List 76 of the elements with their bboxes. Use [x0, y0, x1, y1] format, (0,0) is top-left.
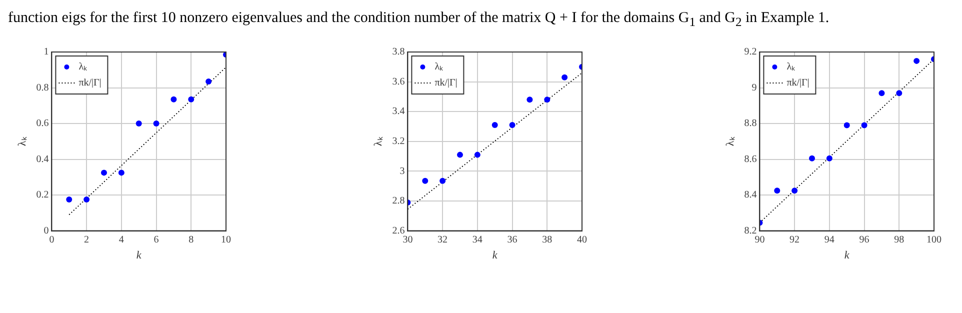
legend-label: λₖ — [78, 62, 88, 73]
y-tick-label: 0.8 — [36, 82, 49, 94]
point — [66, 196, 72, 203]
y-tick-label: 8.4 — [744, 190, 757, 201]
point — [474, 152, 480, 158]
text: function eigs for the first 10 nonzero eigenvalues and the condition number of the matrix Q + I for the domains G$_{1}$ and G$_{2}$ in Example 1. — [8, 9, 830, 31]
point — [774, 188, 780, 194]
y-tick-label: 3 — [400, 166, 405, 177]
y-axis-title: λₖ — [724, 136, 736, 146]
x-axis-title: k — [492, 249, 498, 262]
x-tick-label: 92 — [790, 234, 800, 246]
point — [153, 120, 160, 127]
point — [206, 78, 212, 84]
x-tick-label: 90 — [754, 234, 765, 246]
y-axis-title: λₖ — [16, 136, 28, 146]
x-tick-label: 36 — [507, 234, 518, 246]
point — [896, 90, 902, 96]
y-tick-label: 3.6 — [392, 76, 405, 88]
point — [878, 90, 885, 96]
x-axis-title: k — [844, 249, 850, 262]
y-tick-label: 0.6 — [36, 118, 49, 130]
x-tick-label: 6 — [154, 234, 159, 246]
point — [136, 120, 142, 127]
x-tick-label: 2 — [84, 234, 90, 246]
y-axis-title: λₖ — [372, 136, 384, 146]
x-tick-label: 94 — [824, 234, 834, 246]
x-tick-label: 100 — [926, 234, 942, 246]
point — [844, 122, 850, 128]
point — [914, 58, 920, 64]
point — [84, 196, 90, 203]
y-tick-label: 3.4 — [392, 106, 405, 118]
y-tick-label: 2.8 — [392, 196, 405, 207]
point — [492, 122, 498, 128]
y-tick-label: 2.6 — [392, 225, 405, 236]
point — [440, 178, 446, 184]
point — [861, 122, 868, 128]
legend-label: πk/|Γ| — [78, 78, 102, 89]
x-tick-label: 40 — [577, 234, 587, 246]
point — [808, 155, 815, 162]
y-tick-label: 9.2 — [744, 46, 757, 58]
legend-label: πk/|Γ| — [786, 78, 810, 89]
y-tick-label: 0 — [44, 225, 49, 236]
point — [826, 155, 832, 162]
point — [456, 152, 463, 158]
y-tick-label: 1 — [44, 46, 49, 58]
x-tick-label: 96 — [859, 234, 870, 246]
x-tick-label: 8 — [188, 234, 194, 246]
x-tick-label: 98 — [894, 234, 904, 246]
x-tick-label: 38 — [542, 234, 552, 246]
y-tick-label: 8.2 — [744, 225, 757, 236]
legend-label: λₖ — [434, 62, 444, 73]
x-tick-label: 32 — [438, 234, 448, 246]
y-tick-label: 3.2 — [392, 136, 405, 148]
point — [118, 170, 124, 176]
point — [422, 178, 428, 184]
y-tick-label: 3.8 — [392, 46, 405, 58]
y-tick-label: 0.4 — [36, 154, 49, 165]
y-tick-label: 8.8 — [744, 118, 757, 130]
x-axis-title: k — [136, 249, 142, 262]
x-tick-label: 10 — [221, 234, 231, 246]
x-tick-label: 30 — [402, 234, 413, 246]
point — [792, 188, 798, 194]
point — [100, 170, 107, 176]
point — [509, 122, 516, 128]
point — [544, 96, 550, 103]
x-tick-label: 34 — [472, 234, 482, 246]
point — [170, 96, 177, 102]
legend-label: πk/|Γ| — [434, 78, 458, 89]
point — [188, 96, 194, 102]
y-tick-label: 0.2 — [36, 190, 49, 201]
y-tick-label: 8.6 — [744, 154, 757, 165]
point — [526, 96, 533, 103]
x-tick-label: 4 — [118, 234, 124, 246]
y-tick-label: 9 — [752, 82, 757, 94]
point — [562, 74, 568, 80]
legend-label: λₖ — [786, 62, 796, 73]
